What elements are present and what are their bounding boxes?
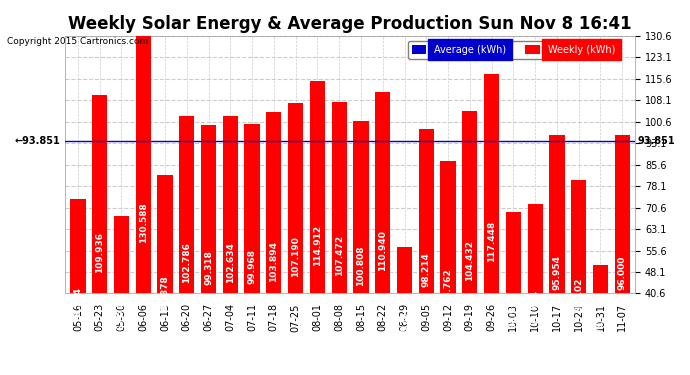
Text: 73.784: 73.784 bbox=[73, 286, 82, 322]
Bar bbox=[549, 135, 564, 375]
Text: 104.432: 104.432 bbox=[465, 240, 474, 281]
Text: 117.448: 117.448 bbox=[487, 221, 496, 262]
Text: 68.912: 68.912 bbox=[509, 294, 518, 328]
Text: 67.744: 67.744 bbox=[117, 295, 126, 330]
Title: Weekly Solar Energy & Average Production Sun Nov 8 16:41: Weekly Solar Energy & Average Production… bbox=[68, 15, 632, 33]
Bar bbox=[288, 103, 304, 375]
Text: 80.102: 80.102 bbox=[574, 278, 583, 312]
Text: 102.634: 102.634 bbox=[226, 242, 235, 283]
Text: ←93.851: ←93.851 bbox=[14, 136, 61, 146]
Bar bbox=[571, 180, 586, 375]
Text: 86.762: 86.762 bbox=[444, 268, 453, 303]
Text: 98.214: 98.214 bbox=[422, 252, 431, 286]
Text: 110.940: 110.940 bbox=[378, 231, 387, 272]
Bar bbox=[266, 112, 282, 375]
Bar bbox=[440, 161, 455, 375]
Text: 95.954: 95.954 bbox=[553, 255, 562, 290]
Text: 107.190: 107.190 bbox=[291, 236, 300, 277]
Bar bbox=[114, 216, 129, 375]
Text: 109.936: 109.936 bbox=[95, 232, 104, 273]
Text: Copyright 2015 Cartronics.com: Copyright 2015 Cartronics.com bbox=[7, 38, 148, 46]
Bar bbox=[593, 265, 608, 375]
Text: 50.574: 50.574 bbox=[596, 320, 605, 355]
Bar bbox=[419, 129, 434, 375]
Bar bbox=[353, 121, 368, 375]
Text: 81.878: 81.878 bbox=[161, 275, 170, 310]
Text: 103.894: 103.894 bbox=[269, 240, 278, 282]
Bar bbox=[484, 74, 500, 375]
Bar bbox=[244, 124, 259, 375]
Text: 93.851: 93.851 bbox=[638, 136, 675, 146]
Text: 130.588: 130.588 bbox=[139, 202, 148, 243]
Text: 107.472: 107.472 bbox=[335, 236, 344, 276]
Bar bbox=[332, 102, 347, 375]
Bar bbox=[70, 198, 86, 375]
Text: 71.794: 71.794 bbox=[531, 290, 540, 324]
Bar bbox=[201, 126, 216, 375]
Bar bbox=[397, 247, 412, 375]
Text: 96.000: 96.000 bbox=[618, 255, 627, 290]
Bar bbox=[375, 92, 391, 375]
Bar bbox=[462, 111, 477, 375]
Bar bbox=[310, 81, 325, 375]
Bar bbox=[615, 135, 630, 375]
Bar bbox=[136, 36, 151, 375]
Bar bbox=[92, 95, 107, 375]
Text: 56.976: 56.976 bbox=[400, 311, 409, 346]
Bar bbox=[223, 116, 238, 375]
Text: 99.968: 99.968 bbox=[248, 249, 257, 284]
Text: 100.808: 100.808 bbox=[357, 245, 366, 286]
Bar bbox=[157, 176, 172, 375]
Text: 102.786: 102.786 bbox=[182, 242, 191, 283]
Text: 114.912: 114.912 bbox=[313, 225, 322, 266]
Legend: Average (kWh), Weekly (kWh): Average (kWh), Weekly (kWh) bbox=[408, 41, 619, 58]
Text: 99.318: 99.318 bbox=[204, 250, 213, 285]
Bar bbox=[528, 204, 543, 375]
Bar bbox=[179, 116, 195, 375]
Bar bbox=[506, 213, 521, 375]
